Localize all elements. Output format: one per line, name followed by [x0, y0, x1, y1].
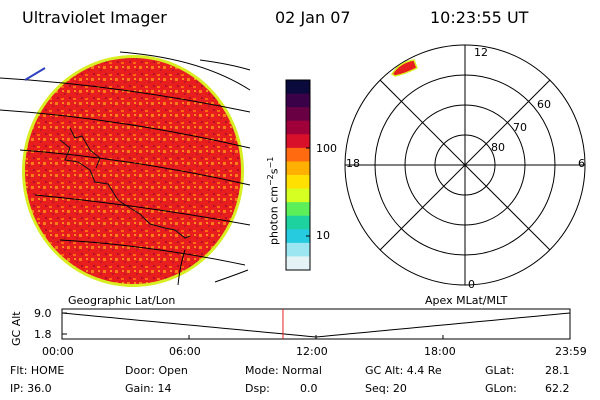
- status-ip: IP: 36.0: [10, 382, 52, 395]
- mlt-label-18: 18: [346, 157, 360, 170]
- graticule-lines: [0, 51, 251, 286]
- mlt-label-12: 12: [474, 46, 488, 59]
- colorbar-tick-100: 100: [316, 142, 337, 155]
- time-tick-2359: 23:59: [555, 345, 587, 358]
- status-door: Door: Open: [125, 364, 188, 377]
- colorbar-segment: [286, 134, 310, 149]
- gc-alt-ylabel: GC Alt: [10, 311, 23, 346]
- status-gain: Gain: 14: [125, 382, 172, 395]
- colorbar-segment: [286, 175, 310, 190]
- status-glat-value: 28.1: [545, 364, 570, 377]
- gc-alt-ytick-1.8: 1.8: [34, 328, 52, 341]
- status-flt: Flt: HOME: [10, 364, 65, 377]
- colorbar-segment: [286, 80, 310, 95]
- colorbar-segment: [286, 242, 310, 257]
- mlt-diagonal: [379, 79, 551, 251]
- colorbar-segment: [286, 188, 310, 203]
- coastline: [59, 127, 191, 239]
- geographic-caption: Geographic Lat/Lon: [68, 294, 176, 307]
- mlat-label-60: 60: [537, 98, 551, 111]
- colorbar-segment: [286, 120, 310, 135]
- gc-alt-ytick-9: 9.0: [34, 307, 52, 320]
- status-seq: Seq: 20: [365, 382, 407, 395]
- colorbar-frame: [285, 79, 311, 271]
- status-mode: Mode: Normal: [245, 364, 322, 377]
- mlt-label-6: 6: [578, 157, 585, 170]
- time-label: 10:23:55 UT: [430, 8, 529, 27]
- colorbar-segment: [286, 107, 310, 122]
- colorbar-segment: [286, 229, 310, 244]
- time-tick-1200: 12:00: [296, 345, 328, 358]
- colorbar-segment: [286, 215, 310, 230]
- mlt-label-0: 0: [468, 278, 475, 291]
- gc-alt-curve: [61, 312, 571, 338]
- gc-alt-plot: [61, 308, 571, 340]
- track-segment: [24, 67, 46, 81]
- colorbar-segment: [286, 202, 310, 217]
- status-glat: GLat:: [485, 364, 515, 377]
- date-label: 02 Jan 07: [275, 8, 351, 27]
- status-dsp: Dsp:: [245, 382, 270, 395]
- status-dsp-value: 0.0: [300, 382, 318, 395]
- polar-plot: [344, 44, 586, 286]
- status-glon: GLon:: [485, 382, 517, 395]
- status-gc-alt: GC Alt: 4.4 Re: [365, 364, 442, 377]
- colorbar-segment: [286, 161, 310, 176]
- instrument-title: Ultraviolet Imager: [22, 8, 167, 27]
- time-tick-0600: 06:00: [169, 345, 201, 358]
- status-glon-value: 62.2: [545, 382, 570, 395]
- colorbar-tick-10: 10: [316, 229, 330, 242]
- colorbar-unit-label: photon cm−2s−1: [266, 156, 281, 245]
- apex-caption: Apex MLat/MLT: [425, 294, 508, 307]
- mlat-label-70: 70: [513, 121, 527, 134]
- colorbar-segment: [286, 147, 310, 162]
- gc-alt-frame: [61, 308, 571, 340]
- mlat-label-80: 80: [491, 141, 505, 154]
- colorbar-segment: [286, 93, 310, 108]
- time-tick-1800: 18:00: [424, 345, 456, 358]
- time-tick-0000: 00:00: [42, 345, 74, 358]
- colorbar: [285, 79, 311, 271]
- colorbar-segment: [286, 256, 310, 271]
- auroral-patch: [390, 59, 418, 77]
